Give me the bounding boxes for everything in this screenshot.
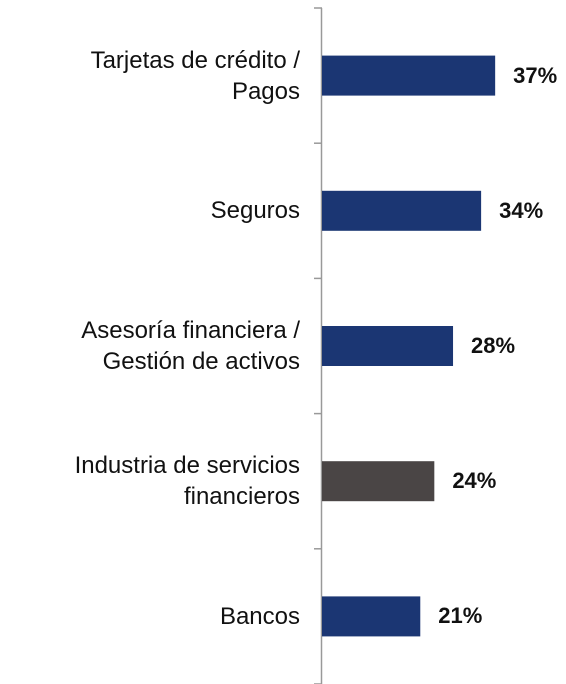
value-label: 28%	[471, 333, 516, 358]
value-label: 21%	[438, 603, 483, 629]
category-label: Seguros	[210, 197, 300, 225]
category-label: Industria de servicios financieros	[74, 452, 300, 511]
bar	[322, 190, 482, 231]
category-label: Tarjetas de crédito / Pagos	[90, 46, 300, 105]
bar	[322, 55, 496, 96]
bar	[322, 461, 435, 502]
category-label: Bancos	[219, 602, 300, 630]
value-label: 34%	[499, 197, 544, 223]
bar	[322, 326, 454, 366]
value-label: 37%	[513, 62, 558, 88]
bar	[322, 596, 421, 637]
category-label: Asesoría financiera / Gestión de activos	[81, 317, 300, 375]
value-label: 24%	[452, 468, 497, 494]
